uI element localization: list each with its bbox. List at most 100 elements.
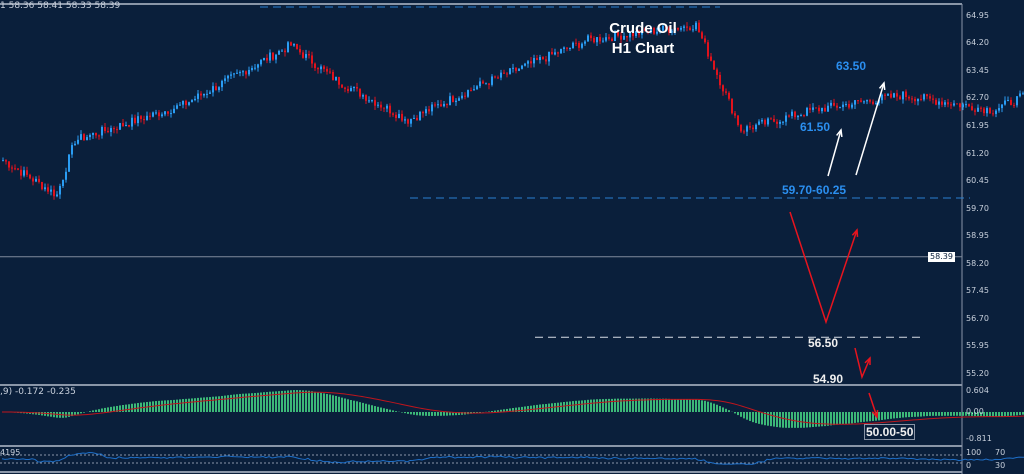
- price-tick: 58.20: [966, 258, 989, 268]
- candle-body: [608, 37, 610, 39]
- candle-body: [440, 104, 442, 107]
- candle-body: [713, 60, 715, 70]
- candle-body: [872, 101, 874, 104]
- candle-body: [890, 93, 892, 98]
- candle-body: [371, 100, 373, 102]
- candle-body: [512, 67, 514, 69]
- candle-body: [122, 123, 124, 126]
- candle-body: [452, 96, 454, 103]
- candle-body: [29, 174, 31, 179]
- candle-body: [143, 118, 145, 121]
- candle-body: [410, 118, 412, 124]
- candle-body: [944, 102, 946, 105]
- candle-body: [119, 123, 121, 130]
- price-tick: 63.45: [966, 65, 989, 75]
- candle-body: [272, 52, 274, 60]
- candle-body: [842, 104, 844, 108]
- candle-body: [773, 118, 775, 122]
- candle-body: [236, 72, 238, 74]
- candle-body: [818, 107, 820, 112]
- candle-body: [179, 104, 181, 106]
- candle-body: [545, 59, 547, 62]
- candle-body: [95, 132, 97, 136]
- candle-body: [320, 66, 322, 70]
- candle-body: [914, 98, 916, 102]
- candle-body: [347, 88, 349, 92]
- candle-body: [929, 96, 931, 99]
- macd-tick: 0.604: [966, 386, 989, 395]
- candle-body: [203, 93, 205, 96]
- candle-body: [17, 168, 19, 170]
- candle-body: [782, 121, 784, 123]
- candle-body: [656, 31, 658, 34]
- bearish-path-arrow: [789, 211, 858, 325]
- candle-body: [170, 113, 172, 115]
- candle-body: [1001, 104, 1003, 109]
- candle-body: [323, 66, 325, 69]
- candle-body: [92, 132, 94, 135]
- candle-body: [797, 115, 799, 118]
- candle-body: [485, 83, 487, 85]
- candle-body: [542, 57, 544, 60]
- candle-body: [977, 107, 979, 112]
- candle-body: [482, 81, 484, 84]
- candle-body: [86, 137, 88, 141]
- candle-body: [230, 74, 232, 76]
- candle-body: [752, 127, 754, 130]
- candle-body: [377, 104, 379, 106]
- candle-body: [185, 100, 187, 105]
- candle-body: [965, 104, 967, 106]
- candle-body: [638, 31, 640, 35]
- candle-body: [734, 113, 736, 116]
- candle-body: [476, 86, 478, 90]
- candle-body: [200, 93, 202, 96]
- candle-body: [695, 22, 697, 30]
- candle-body: [677, 27, 679, 30]
- candle-body: [287, 42, 289, 53]
- candle-body: [293, 44, 295, 46]
- candle-body: [188, 102, 190, 105]
- candle-body: [650, 28, 652, 33]
- candle-body: [602, 40, 604, 42]
- candle-body: [737, 115, 739, 126]
- last-price-tag: 58.39: [928, 251, 955, 262]
- candle-body: [479, 81, 481, 87]
- oscillator-line: [1, 452, 1024, 465]
- candle-body: [107, 130, 109, 132]
- candle-body: [728, 92, 730, 99]
- candle-body: [548, 51, 550, 62]
- candle-body: [407, 119, 409, 124]
- candle-body: [194, 98, 196, 101]
- osc-tick: 100: [966, 448, 982, 457]
- candle-body: [749, 126, 751, 128]
- osc-tick: 70: [995, 448, 1006, 457]
- candle-body: [71, 145, 73, 155]
- candle-body: [863, 101, 865, 103]
- target-61-arrow: [827, 129, 842, 177]
- candle-body: [392, 113, 394, 115]
- candle-body: [443, 103, 445, 107]
- candle-body: [1007, 99, 1009, 101]
- candle-body: [845, 104, 847, 106]
- candle-body: [503, 72, 505, 74]
- candle-body: [428, 109, 430, 112]
- candle-body: [941, 101, 943, 105]
- candle-body: [536, 58, 538, 61]
- candle-body: [470, 90, 472, 92]
- candle-body: [137, 116, 139, 124]
- bearish-path-arrow-head: [851, 228, 859, 238]
- price-tick: 62.70: [966, 93, 989, 103]
- candle-body: [83, 134, 85, 141]
- candle-body: [599, 37, 601, 42]
- candle-body: [923, 94, 925, 100]
- candle-body: [383, 107, 385, 109]
- downside-arrow-head: [871, 409, 879, 419]
- candle-body: [140, 116, 142, 119]
- oscillator-readout: 4195: [0, 448, 21, 457]
- candle-body: [191, 100, 193, 103]
- candle-body: [152, 112, 154, 117]
- candle-body: [812, 107, 814, 110]
- candle-body: [869, 100, 871, 102]
- candle-body: [557, 52, 559, 54]
